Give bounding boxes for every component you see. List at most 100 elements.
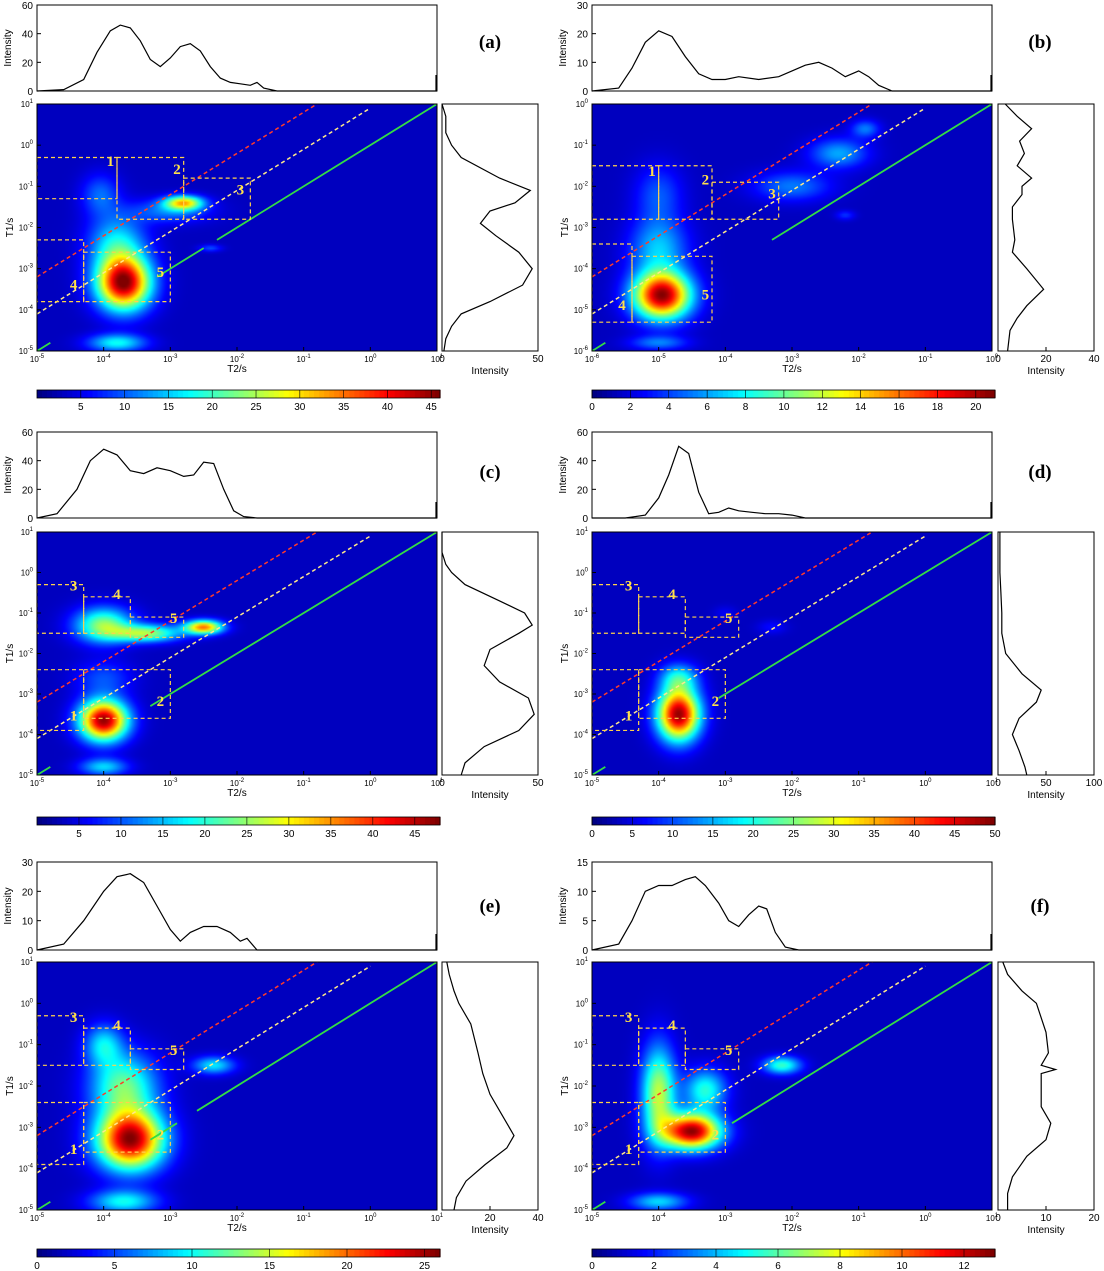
colorbar-segment: [394, 390, 401, 398]
y-tick-label: 100: [21, 998, 34, 1008]
colorbar-segment: [183, 1249, 189, 1257]
region-box: [631, 255, 713, 323]
colorbar-segment: [758, 390, 764, 398]
colorbar-segment: [773, 817, 779, 825]
colorbar-segment: [984, 1249, 991, 1257]
top-profile-line: [591, 30, 992, 92]
colorbar-segment: [369, 817, 376, 825]
region-label: 2: [712, 694, 720, 710]
colorbar-segment: [218, 390, 224, 398]
colorbar-segment: [253, 817, 260, 825]
green-line: [149, 532, 437, 707]
colorbar-segment: [157, 390, 164, 398]
colorbar-segment: [303, 817, 310, 825]
colorbar-segment: [717, 390, 724, 398]
right-profile-plot: 20 40 Intensity: [441, 961, 544, 1236]
colorbar-segment: [268, 817, 275, 825]
region-box: [129, 616, 185, 638]
colorbar-segment: [359, 817, 366, 825]
colorbar-segment: [748, 1249, 754, 1257]
colorbar-tick-label: 2: [628, 402, 634, 413]
colorbar-segment: [853, 390, 860, 398]
y-tick-label: 10-3: [574, 1122, 589, 1132]
colorbar-segment: [47, 390, 53, 398]
colorbar-segment: [42, 1249, 48, 1257]
colorbar-segment: [758, 1249, 764, 1257]
x-tick-label: 10-1: [852, 778, 867, 788]
colorbar-segment: [889, 390, 895, 398]
colorbar-segment: [778, 817, 785, 825]
colorbar-segment: [178, 817, 184, 825]
colorbar-tick-label: 10: [186, 1261, 198, 1271]
x-tick-label: 10-3: [718, 778, 733, 788]
colorbar-segment: [354, 817, 360, 825]
colorbar-segment: [52, 817, 58, 825]
colorbar-segment: [874, 1249, 880, 1257]
colorbar-segment: [632, 817, 638, 825]
colorbar-segment: [117, 390, 124, 398]
colorbar-segment: [894, 817, 900, 825]
colorbar-segment: [702, 1249, 709, 1257]
colorbar-segment: [677, 390, 684, 398]
top-y-tick-label: 20: [22, 58, 34, 69]
guide-lines-clipped: [592, 962, 992, 1210]
colorbar-segment: [728, 390, 734, 398]
green-line: [718, 532, 992, 699]
colorbar-segment: [218, 817, 224, 825]
green-line: [37, 342, 51, 351]
colorbar-segment: [657, 1249, 664, 1257]
colorbar-segment: [627, 390, 633, 398]
y-tick-label: 10-3: [19, 1122, 34, 1132]
colorbar-segment: [984, 817, 991, 825]
colorbar-segment: [722, 390, 729, 398]
colorbar-segment: [753, 817, 759, 825]
right-profile-plot: 0 10 20 Intensity: [995, 961, 1100, 1236]
top-y-axis-label: Intensity: [558, 887, 569, 924]
panel-e: 0 10 20 30 Intensity 1 2 3 4 5 10-5 10-4 10-3 10-2 10-…: [3, 858, 544, 1271]
colorbar-segment: [384, 1249, 391, 1257]
top-profile-plot: 0 20 40 60 Intensity: [3, 1, 438, 98]
colorbar-segment: [768, 1249, 774, 1257]
colorbar-segment: [112, 817, 119, 825]
colorbar-segment: [858, 390, 865, 398]
colorbar-segment: [334, 1249, 340, 1257]
colorbar-segment: [354, 1249, 360, 1257]
colorbar-segment: [949, 817, 956, 825]
right-profile-line: [441, 103, 533, 352]
colorbar-segment: [404, 817, 411, 825]
top-profile-plot: 0 10 20 30 Intensity: [558, 1, 993, 98]
right-x-tick-label: 0: [439, 778, 445, 789]
colorbar-tick-label: 16: [893, 402, 905, 413]
x-tick-label: 10-2: [785, 1213, 800, 1223]
colorbar-tick-label: 20: [207, 402, 219, 413]
colorbar-segment: [253, 1249, 260, 1257]
colorbar-segment: [602, 1249, 608, 1257]
colorbar-segment: [858, 1249, 865, 1257]
colorbar-segment: [939, 390, 946, 398]
guide-lines-clipped: [592, 104, 992, 351]
colorbar-segment: [278, 817, 285, 825]
region-label: 4: [668, 587, 676, 603]
colorbar-segment: [198, 817, 204, 825]
colorbar-segment: [162, 817, 169, 825]
colorbar-segment: [808, 390, 815, 398]
red-dashed-line: [592, 532, 874, 703]
colorbar-segment: [869, 817, 875, 825]
green-line: [771, 104, 992, 241]
x-tick-label: 100: [986, 354, 999, 364]
colorbar-segment: [364, 1249, 371, 1257]
colorbar-tick-label: 0: [589, 829, 595, 840]
colorbar-segment: [783, 817, 790, 825]
heatmap-plot: 1 2 3 4 5 10-6 10-5 10-4 10-3 10-2 10-1 100 10-6 10-5…: [560, 99, 999, 375]
colorbar-segment: [702, 817, 709, 825]
y-tick-label: 101: [21, 99, 34, 109]
x-tick-label: 10-5: [652, 354, 667, 364]
colorbar-tick-label: 6: [775, 1261, 781, 1271]
colorbar-segment: [334, 817, 340, 825]
y-tick-label: 10-2: [19, 223, 34, 233]
colorbar-segment: [324, 1249, 330, 1257]
top-plot-frame: [591, 4, 993, 92]
right-x-tick-label: 0: [995, 778, 1001, 789]
colorbar-segment: [864, 1249, 870, 1257]
y-tick-label: 10-4: [19, 730, 34, 740]
